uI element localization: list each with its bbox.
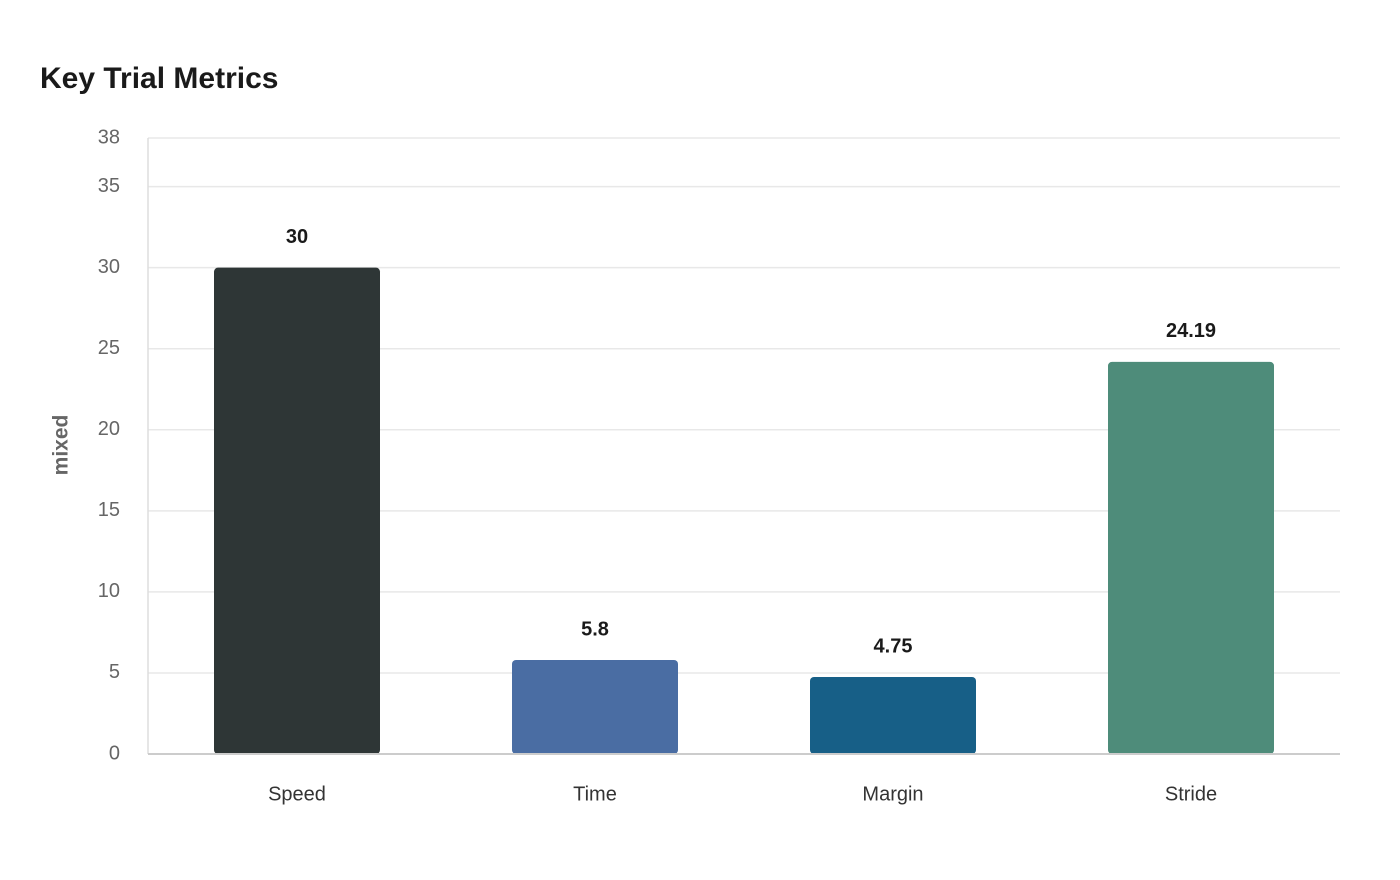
x-tick-label: Time bbox=[573, 783, 617, 805]
x-tick-label: Margin bbox=[862, 783, 923, 805]
y-tick-label: 15 bbox=[98, 499, 120, 521]
x-tick-label: Stride bbox=[1165, 783, 1217, 805]
value-label: 5.8 bbox=[581, 618, 609, 640]
y-tick-label: 5 bbox=[109, 661, 120, 683]
chart-title: Key Trial Metrics bbox=[40, 62, 278, 95]
value-label: 30 bbox=[286, 226, 308, 248]
y-tick-label: 25 bbox=[98, 337, 120, 359]
y-tick-label: 30 bbox=[98, 256, 120, 278]
value-label: 24.19 bbox=[1166, 320, 1216, 342]
y-tick-label: 35 bbox=[98, 175, 120, 197]
y-tick-label: 0 bbox=[109, 742, 120, 764]
y-tick-label: 10 bbox=[98, 580, 120, 602]
bar bbox=[214, 267, 380, 754]
y-axis-label: mixed bbox=[50, 415, 73, 476]
y-tick-label: 38 bbox=[98, 126, 120, 148]
value-label: 4.75 bbox=[874, 635, 913, 657]
bar bbox=[1108, 361, 1274, 754]
bar bbox=[512, 659, 678, 754]
x-tick-label: Speed bbox=[268, 783, 326, 805]
bar bbox=[810, 677, 976, 754]
y-tick-label: 20 bbox=[98, 418, 120, 440]
